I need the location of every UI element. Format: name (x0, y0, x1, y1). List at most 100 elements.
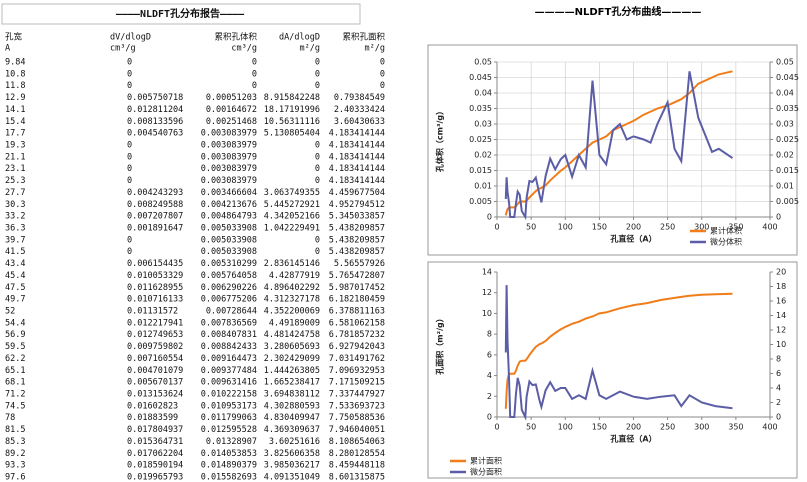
table-cell: 3.985036217 (264, 461, 320, 471)
x-tick-label: 150 (592, 423, 607, 432)
table-cell: 0.004213676 (201, 200, 257, 210)
table-cell: 0.008842433 (201, 342, 257, 352)
table-cell: 6.182180459 (329, 295, 385, 305)
table-cell: 7.337447927 (329, 390, 385, 400)
table-cell: 74.5 (5, 401, 25, 411)
table-cell: 0.008249588 (127, 200, 183, 210)
table-cell: 54.4 (5, 318, 25, 328)
x-tick-label: 350 (728, 223, 743, 232)
table-cell: 3.063749355 (264, 188, 320, 198)
table-cell: 2.302429099 (264, 354, 320, 364)
table-cell: 3.825606358 (264, 449, 320, 459)
table-cell: 0 (127, 235, 132, 245)
table-cell: 0 (315, 58, 320, 68)
table-cell: 9.84 (5, 58, 25, 68)
table-cell: 6.927942043 (329, 342, 385, 352)
table-cell: 6.378811163 (329, 307, 385, 317)
table-cell: 17.7 (5, 129, 25, 139)
table-cell: 0.006290226 (201, 283, 257, 293)
table-cell: 0.010953173 (201, 401, 257, 411)
header-cell: m²/g (300, 44, 320, 54)
table-cell: 8.601315875 (329, 473, 385, 482)
table-cell: 89.2 (5, 449, 25, 459)
report-title: ————NLDFT孔分布报告———— (116, 7, 245, 20)
table-cell: 0.005310299 (201, 259, 257, 269)
table-cell: 0.004701079 (127, 366, 183, 376)
x-tick-label: 50 (526, 223, 536, 232)
table-cell: 0.012749653 (127, 330, 183, 340)
table-cell: 0.01328907 (206, 437, 257, 447)
table-cell: 39.7 (5, 235, 25, 245)
table-cell: 0 (127, 176, 132, 186)
table-cell: 0.017804937 (127, 425, 183, 435)
charts-heading: ————NLDFT孔分布曲线———— (535, 5, 702, 18)
table-cell: 14.1 (5, 105, 25, 115)
header-cell: cm³/g (231, 44, 257, 54)
table-cell: 0.005033908 (201, 224, 257, 234)
y2-tick-label: 6 (776, 369, 781, 378)
table-cell: 0 (127, 81, 132, 91)
table-cell: 0.008407831 (201, 330, 257, 340)
table-cell: 0.005033908 (201, 235, 257, 245)
y2-tick-label: 18 (776, 282, 786, 291)
header-cell: 累积孔面积 (342, 32, 385, 43)
table-cell: 4.183414144 (329, 164, 385, 174)
y2-tick-label: 0 (776, 413, 781, 422)
table-cell: 47.5 (5, 283, 25, 293)
y-tick-label: 0.02 (474, 151, 492, 160)
y2-tick-label: 0.015 (776, 166, 799, 175)
table-cell: 6.581062158 (329, 318, 385, 328)
y-axis-label: 孔面积（m²/g） (435, 314, 445, 375)
table-cell: 0.006775206 (201, 295, 257, 305)
table-cell: 0 (380, 58, 385, 68)
table-cell: 4.459677504 (329, 188, 385, 198)
table-cell: 0 (127, 58, 132, 68)
y2-tick-label: 8 (776, 355, 781, 364)
table-cell: 7.946040051 (329, 425, 385, 435)
table-cell: 2.836145146 (264, 259, 320, 269)
table-cell: 0 (315, 235, 320, 245)
x-tick-label: 150 (592, 223, 607, 232)
table-cell: 12.9 (5, 93, 25, 103)
y2-tick-label: 0.045 (776, 73, 799, 82)
legend-label: 微分体积 (710, 237, 742, 247)
table-cell: 0.003083979 (201, 176, 257, 186)
table-cell: 8.915842248 (264, 93, 320, 103)
x-tick-label: 100 (558, 423, 573, 432)
table-cell: 0 (252, 58, 257, 68)
table-cell: 0.005764058 (201, 271, 257, 281)
table-cell: 0.00164672 (206, 105, 257, 115)
y2-tick-label: 2 (776, 398, 781, 407)
x-tick-label: 100 (558, 223, 573, 232)
table-cell: 0 (127, 247, 132, 257)
table-cell: 0.008133596 (127, 117, 183, 127)
table-cell: 0.018590194 (127, 461, 183, 471)
table-cell: 7.533693723 (329, 401, 385, 411)
table-cell: 0 (127, 141, 132, 151)
table-cell: 4.352200069 (264, 307, 320, 317)
table-cell: 49.7 (5, 295, 25, 305)
table-cell: 0.015582693 (201, 473, 257, 482)
x-tick-label: 250 (660, 423, 675, 432)
table-cell: 4.342052166 (264, 212, 320, 222)
chart-frame (427, 261, 798, 479)
y-tick-label: 10 (482, 309, 492, 318)
y2-tick-label: 20 (776, 268, 786, 277)
table-cell: 0.009377484 (201, 366, 257, 376)
y2-tick-label: 0.03 (776, 120, 794, 129)
y2-tick-label: 0.035 (776, 104, 799, 113)
table-cell: 0.004243293 (127, 188, 183, 198)
table-cell: 3.694838112 (264, 390, 320, 400)
table-cell: 0.015364731 (127, 437, 183, 447)
y-tick-label: 8 (487, 330, 492, 339)
y2-tick-label: 0.005 (776, 197, 799, 206)
table-cell: 4.896402292 (264, 283, 320, 293)
table-cell: 81.5 (5, 425, 25, 435)
header-cell: A (5, 44, 10, 54)
table-cell: 0.00251468 (206, 117, 257, 127)
table-cell: 7.171509215 (329, 378, 385, 388)
table-cell: 62.2 (5, 354, 25, 364)
table-cell: 52 (5, 307, 15, 317)
table-cell: 0 (315, 176, 320, 186)
table-cell: 25.3 (5, 176, 25, 186)
